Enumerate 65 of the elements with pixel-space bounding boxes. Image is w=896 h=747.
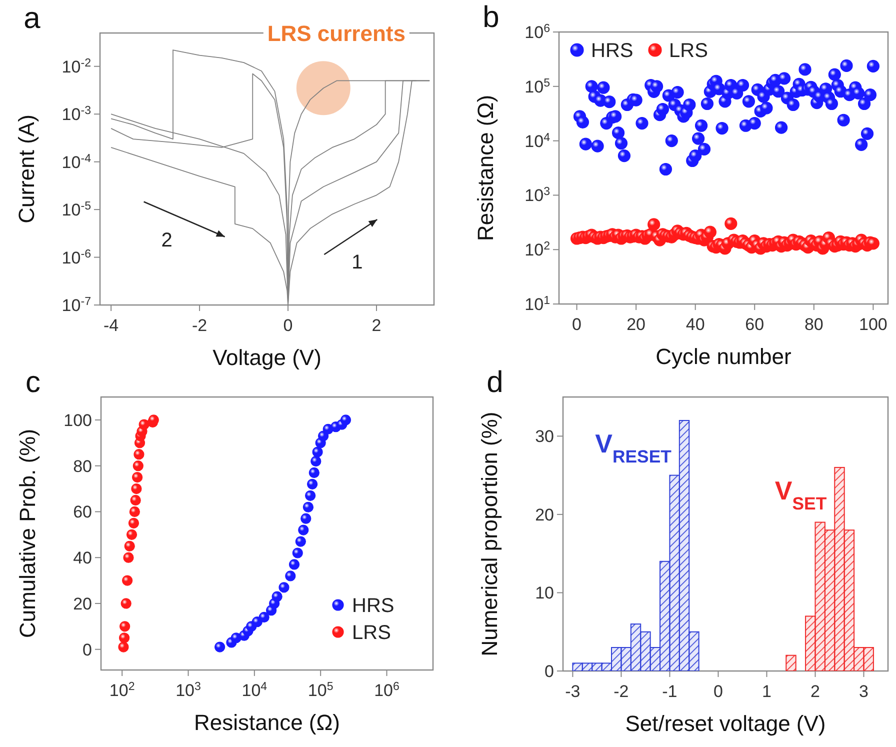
y-tick-label: 0 <box>544 662 554 681</box>
y-tick-label: 60 <box>73 502 92 522</box>
annotation: LRS currents <box>267 21 406 46</box>
y-axis-title: Cumulative Prob. (%) <box>15 428 40 638</box>
y-axis-title: Current (A) <box>14 114 39 224</box>
x-axis-title: Resistance (Ω) <box>194 710 340 735</box>
y-tick-label: 10$^{-4}$ <box>62 152 92 172</box>
x-tick-label: -4 <box>103 316 119 335</box>
y-tick-label: 10$^{6}$ <box>524 23 550 42</box>
y-tick-label: 10$^{5}$ <box>524 77 550 96</box>
x-tick-label: 80 <box>804 315 824 334</box>
x-axis-title: Cycle number <box>656 344 792 369</box>
x-tick-label: 10$^{6}$ <box>374 681 400 700</box>
y-tick-label: 10$^{-6}$ <box>62 248 91 268</box>
y-axis-title: Numerical proportion (%) <box>477 412 502 656</box>
x-tick-label: 3 <box>859 682 868 701</box>
x-tick-label: 2 <box>372 316 382 335</box>
y-tick-label: 0 <box>82 640 92 660</box>
y-tick-label: 10$^{-7}$ <box>62 296 91 315</box>
x-tick-label: -2 <box>614 682 629 701</box>
x-tick-label: -1 <box>662 682 678 701</box>
y-tick-label: 10$^{-2}$ <box>62 57 91 76</box>
y-tick-label: 10 <box>535 584 554 603</box>
annotation: 1 <box>352 251 363 274</box>
x-tick-label: 2 <box>810 682 820 701</box>
y-tick-label: 10$^{3}$ <box>524 186 550 206</box>
y-tick-label: 80 <box>73 456 92 476</box>
x-axis-title: Set/reset voltage (V) <box>625 711 826 736</box>
series-label: V$_{SET}$ <box>774 475 827 514</box>
y-tick-label: 10$^{1}$ <box>524 295 550 314</box>
chart-title: d <box>486 366 504 399</box>
y-axis-title: Resistance (Ω) <box>473 94 498 242</box>
y-tick-label: 10$^{-5}$ <box>62 200 91 220</box>
y-tick-label: 30 <box>535 427 554 446</box>
y-tick-label: 40 <box>73 548 92 568</box>
series-label: V$_{RESET}$ <box>595 428 672 466</box>
x-tick-label: 10$^{2}$ <box>109 681 135 700</box>
y-tick-label: 10$^{2}$ <box>524 240 550 260</box>
y-tick-label: 20 <box>535 505 554 524</box>
x-tick-label: 40 <box>686 315 705 334</box>
legend-label: HRS <box>352 595 394 617</box>
y-tick-label: 100 <box>64 410 92 430</box>
y-tick-label: 10$^{4}$ <box>524 132 551 151</box>
legend-label: LRS <box>669 40 708 62</box>
x-tick-label: 10$^{4}$ <box>242 681 268 700</box>
chart-title: b <box>482 1 500 34</box>
x-tick-label: 0 <box>713 682 723 701</box>
x-tick-label: 0 <box>283 316 293 335</box>
x-tick-label: 1 <box>762 682 772 701</box>
x-tick-label: 100 <box>858 315 888 334</box>
x-tick-label: 10$^{5}$ <box>308 681 334 700</box>
x-tick-label: 60 <box>745 315 764 334</box>
legend-label: LRS <box>352 622 391 644</box>
x-tick-label: 0 <box>572 315 582 334</box>
x-tick-label: -3 <box>565 682 580 701</box>
x-tick-label: -2 <box>192 316 208 335</box>
x-tick-label: 10$^{3}$ <box>176 681 201 700</box>
x-tick-label: 20 <box>626 315 646 334</box>
x-axis-title: Voltage (V) <box>212 345 322 370</box>
chart-title: c <box>26 366 40 399</box>
legend-label: HRS <box>591 40 634 62</box>
chart-title: a <box>24 2 41 35</box>
y-tick-label: 10$^{-3}$ <box>62 105 91 124</box>
annotation: 2 <box>161 230 172 252</box>
y-tick-label: 20 <box>73 594 92 614</box>
